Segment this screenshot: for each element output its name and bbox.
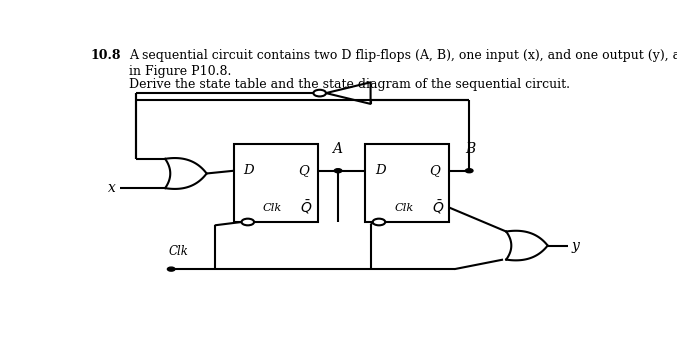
Text: $\bar{Q}$: $\bar{Q}$ [301,199,313,216]
Text: $\bar{Q}$: $\bar{Q}$ [431,199,444,216]
Circle shape [465,169,473,173]
Text: Clk: Clk [394,203,414,212]
Circle shape [242,219,254,225]
Text: 10.8: 10.8 [91,49,121,62]
Text: D: D [375,164,385,177]
Text: Clk: Clk [263,203,282,212]
Text: Q: Q [298,164,309,177]
Text: Clk: Clk [169,244,188,258]
Circle shape [372,219,385,225]
Text: D: D [244,164,255,177]
Text: A: A [332,142,342,156]
Text: Q: Q [429,164,440,177]
Circle shape [334,169,342,173]
Text: x: x [108,181,116,195]
Circle shape [167,267,175,271]
Text: B: B [465,142,475,156]
Bar [234,144,318,222]
Bar [366,144,450,222]
Text: Derive the state table and the state diagram of the sequential circuit.: Derive the state table and the state dia… [129,78,570,91]
Text: A sequential circuit contains two D flip-flops (A, B), one input (x), and one ou: A sequential circuit contains two D flip… [129,49,677,62]
Circle shape [313,90,326,96]
Text: in Figure P10.8.: in Figure P10.8. [129,66,232,78]
Text: y: y [572,239,580,253]
